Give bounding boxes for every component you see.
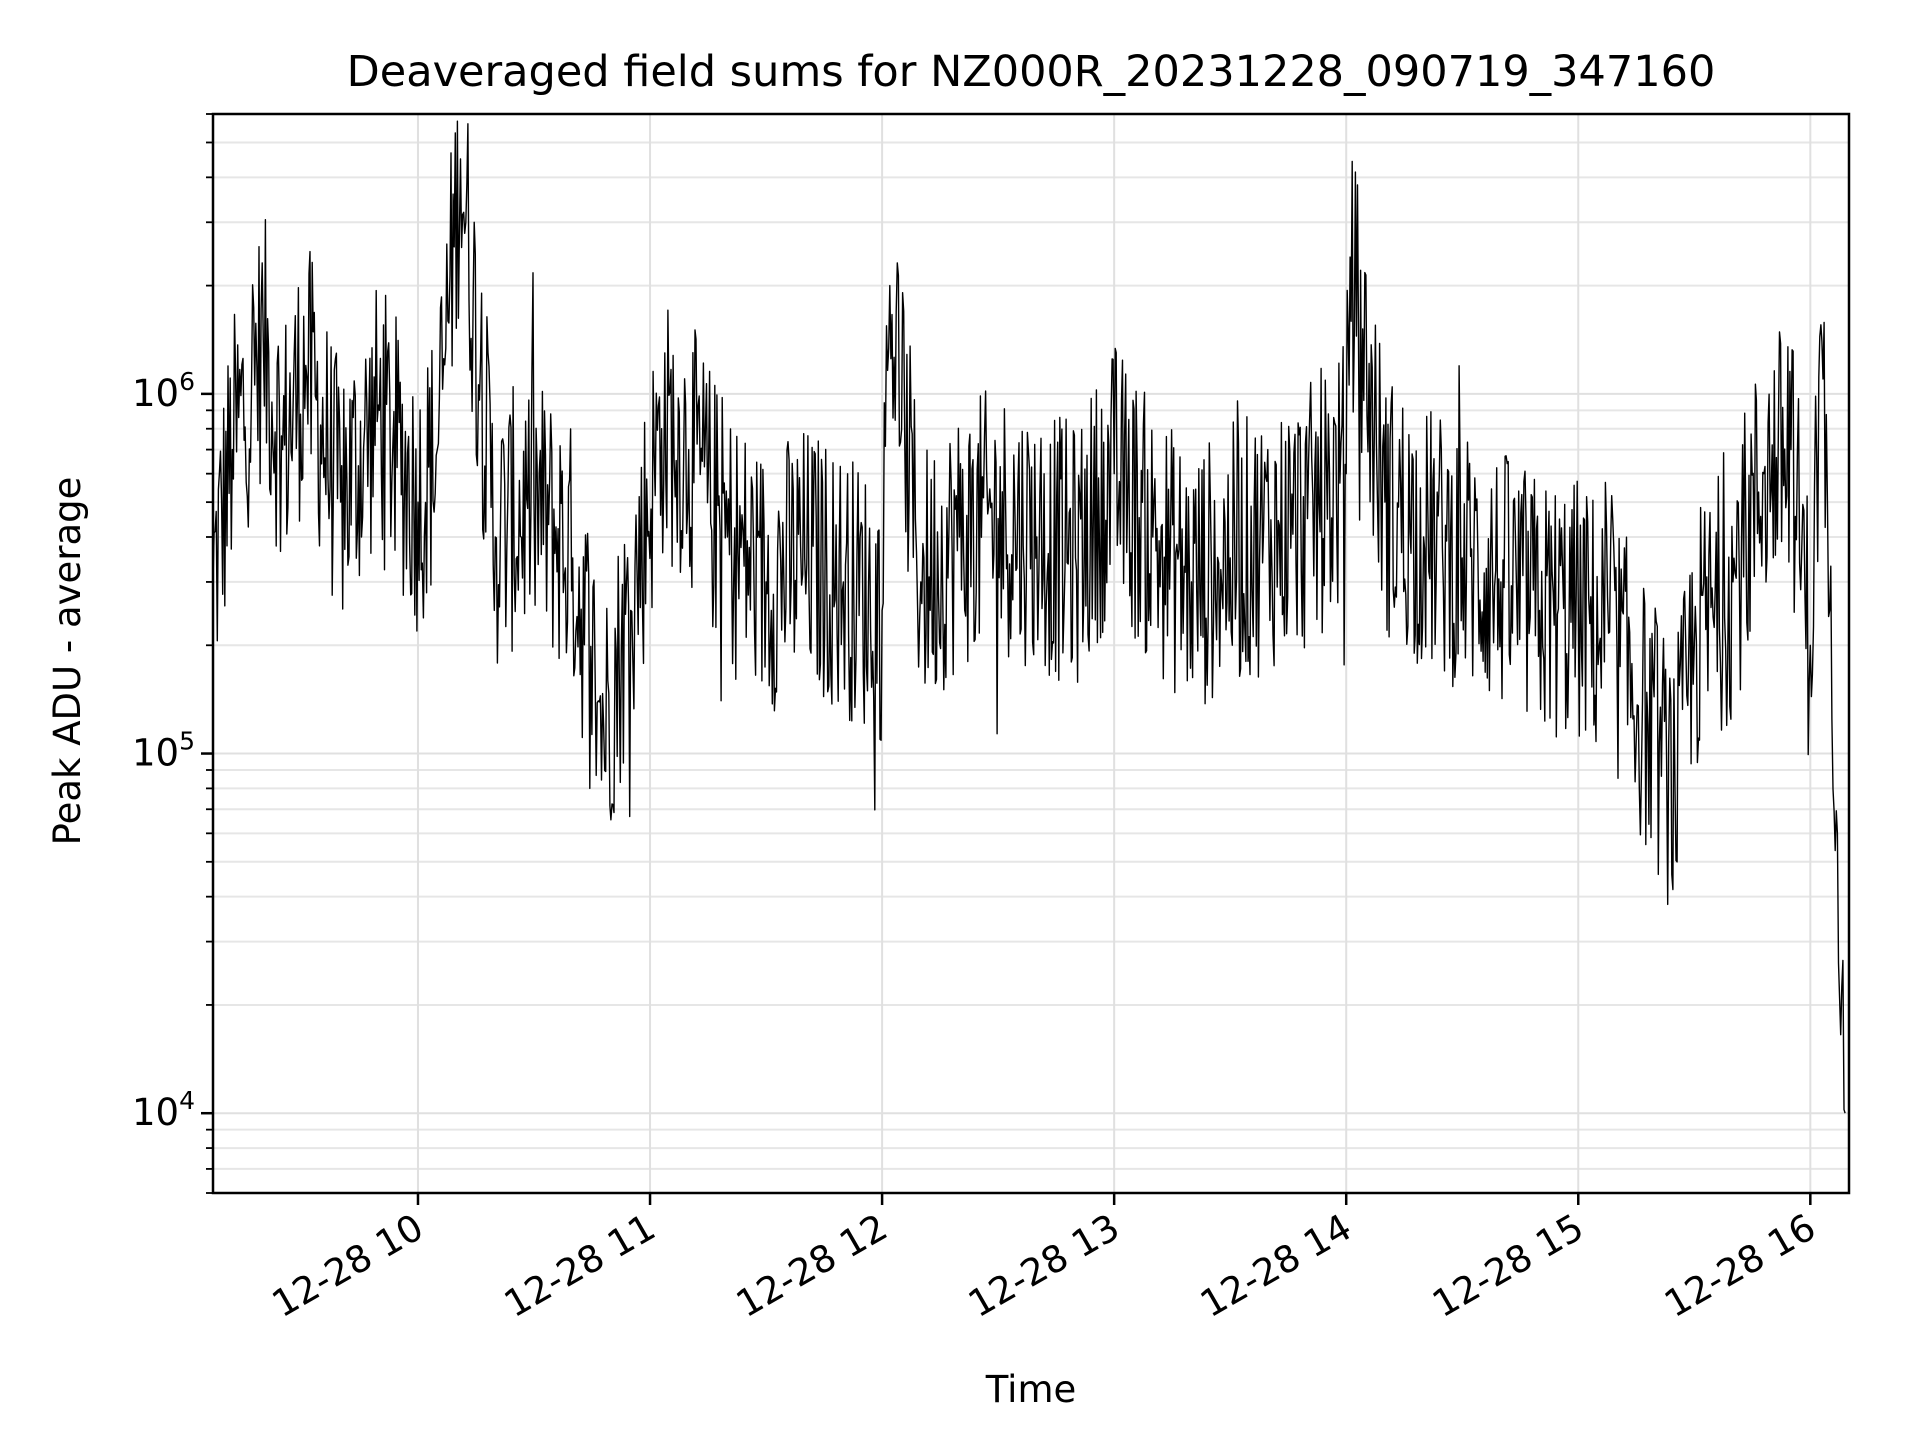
y-tick-label: 104 <box>132 1086 195 1134</box>
y-tick-label: 106 <box>132 367 195 415</box>
y-axis-label: Peak ADU - average <box>46 477 89 846</box>
x-axis-label: Time <box>985 1368 1077 1411</box>
series-line <box>212 120 1846 1114</box>
plot-frame <box>211 112 1851 1195</box>
chart-title: Deaveraged field sums for NZ000R_2023122… <box>347 47 1716 97</box>
y-tick-label: 105 <box>132 727 195 775</box>
data-line-layer <box>212 120 1846 1114</box>
